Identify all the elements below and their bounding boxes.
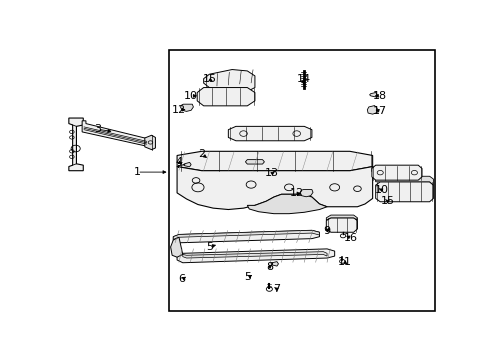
Text: 6: 6 bbox=[178, 274, 186, 284]
Polygon shape bbox=[184, 162, 191, 167]
Text: 1: 1 bbox=[134, 167, 141, 177]
Text: 13: 13 bbox=[265, 168, 279, 179]
Text: 4: 4 bbox=[175, 157, 183, 167]
Polygon shape bbox=[228, 126, 312, 141]
Polygon shape bbox=[82, 121, 148, 146]
Polygon shape bbox=[326, 218, 358, 232]
Text: 16: 16 bbox=[343, 233, 358, 243]
Text: 10: 10 bbox=[183, 91, 197, 101]
Text: 8: 8 bbox=[266, 262, 273, 272]
Text: 12: 12 bbox=[290, 188, 304, 198]
Text: 11: 11 bbox=[338, 257, 352, 267]
Polygon shape bbox=[376, 182, 433, 202]
Polygon shape bbox=[376, 176, 433, 185]
Polygon shape bbox=[247, 194, 327, 214]
Polygon shape bbox=[173, 230, 319, 239]
Text: 14: 14 bbox=[296, 74, 311, 84]
Polygon shape bbox=[369, 93, 377, 97]
Text: 3: 3 bbox=[94, 124, 101, 134]
Polygon shape bbox=[372, 165, 422, 180]
Polygon shape bbox=[177, 167, 372, 210]
Polygon shape bbox=[183, 252, 327, 258]
Polygon shape bbox=[180, 104, 194, 111]
Text: 5: 5 bbox=[206, 242, 213, 252]
Polygon shape bbox=[177, 151, 372, 171]
Text: 17: 17 bbox=[372, 106, 387, 116]
Polygon shape bbox=[368, 105, 377, 114]
Polygon shape bbox=[171, 237, 183, 257]
Bar bbox=[170, 50, 435, 311]
Text: 10: 10 bbox=[375, 185, 389, 195]
Polygon shape bbox=[177, 249, 335, 263]
Polygon shape bbox=[326, 215, 358, 220]
Polygon shape bbox=[300, 190, 313, 197]
Polygon shape bbox=[204, 69, 255, 93]
Polygon shape bbox=[173, 230, 319, 243]
Polygon shape bbox=[69, 118, 83, 171]
Text: 18: 18 bbox=[372, 91, 387, 101]
Polygon shape bbox=[245, 159, 265, 164]
Polygon shape bbox=[197, 87, 255, 106]
Text: 15: 15 bbox=[202, 74, 217, 84]
Polygon shape bbox=[145, 135, 155, 150]
Text: 12: 12 bbox=[172, 105, 186, 115]
Polygon shape bbox=[271, 262, 278, 266]
Text: 9: 9 bbox=[323, 226, 330, 236]
Text: 7: 7 bbox=[273, 284, 280, 294]
Text: 2: 2 bbox=[198, 149, 205, 159]
Text: 5: 5 bbox=[244, 273, 251, 283]
Text: 15: 15 bbox=[381, 196, 395, 206]
